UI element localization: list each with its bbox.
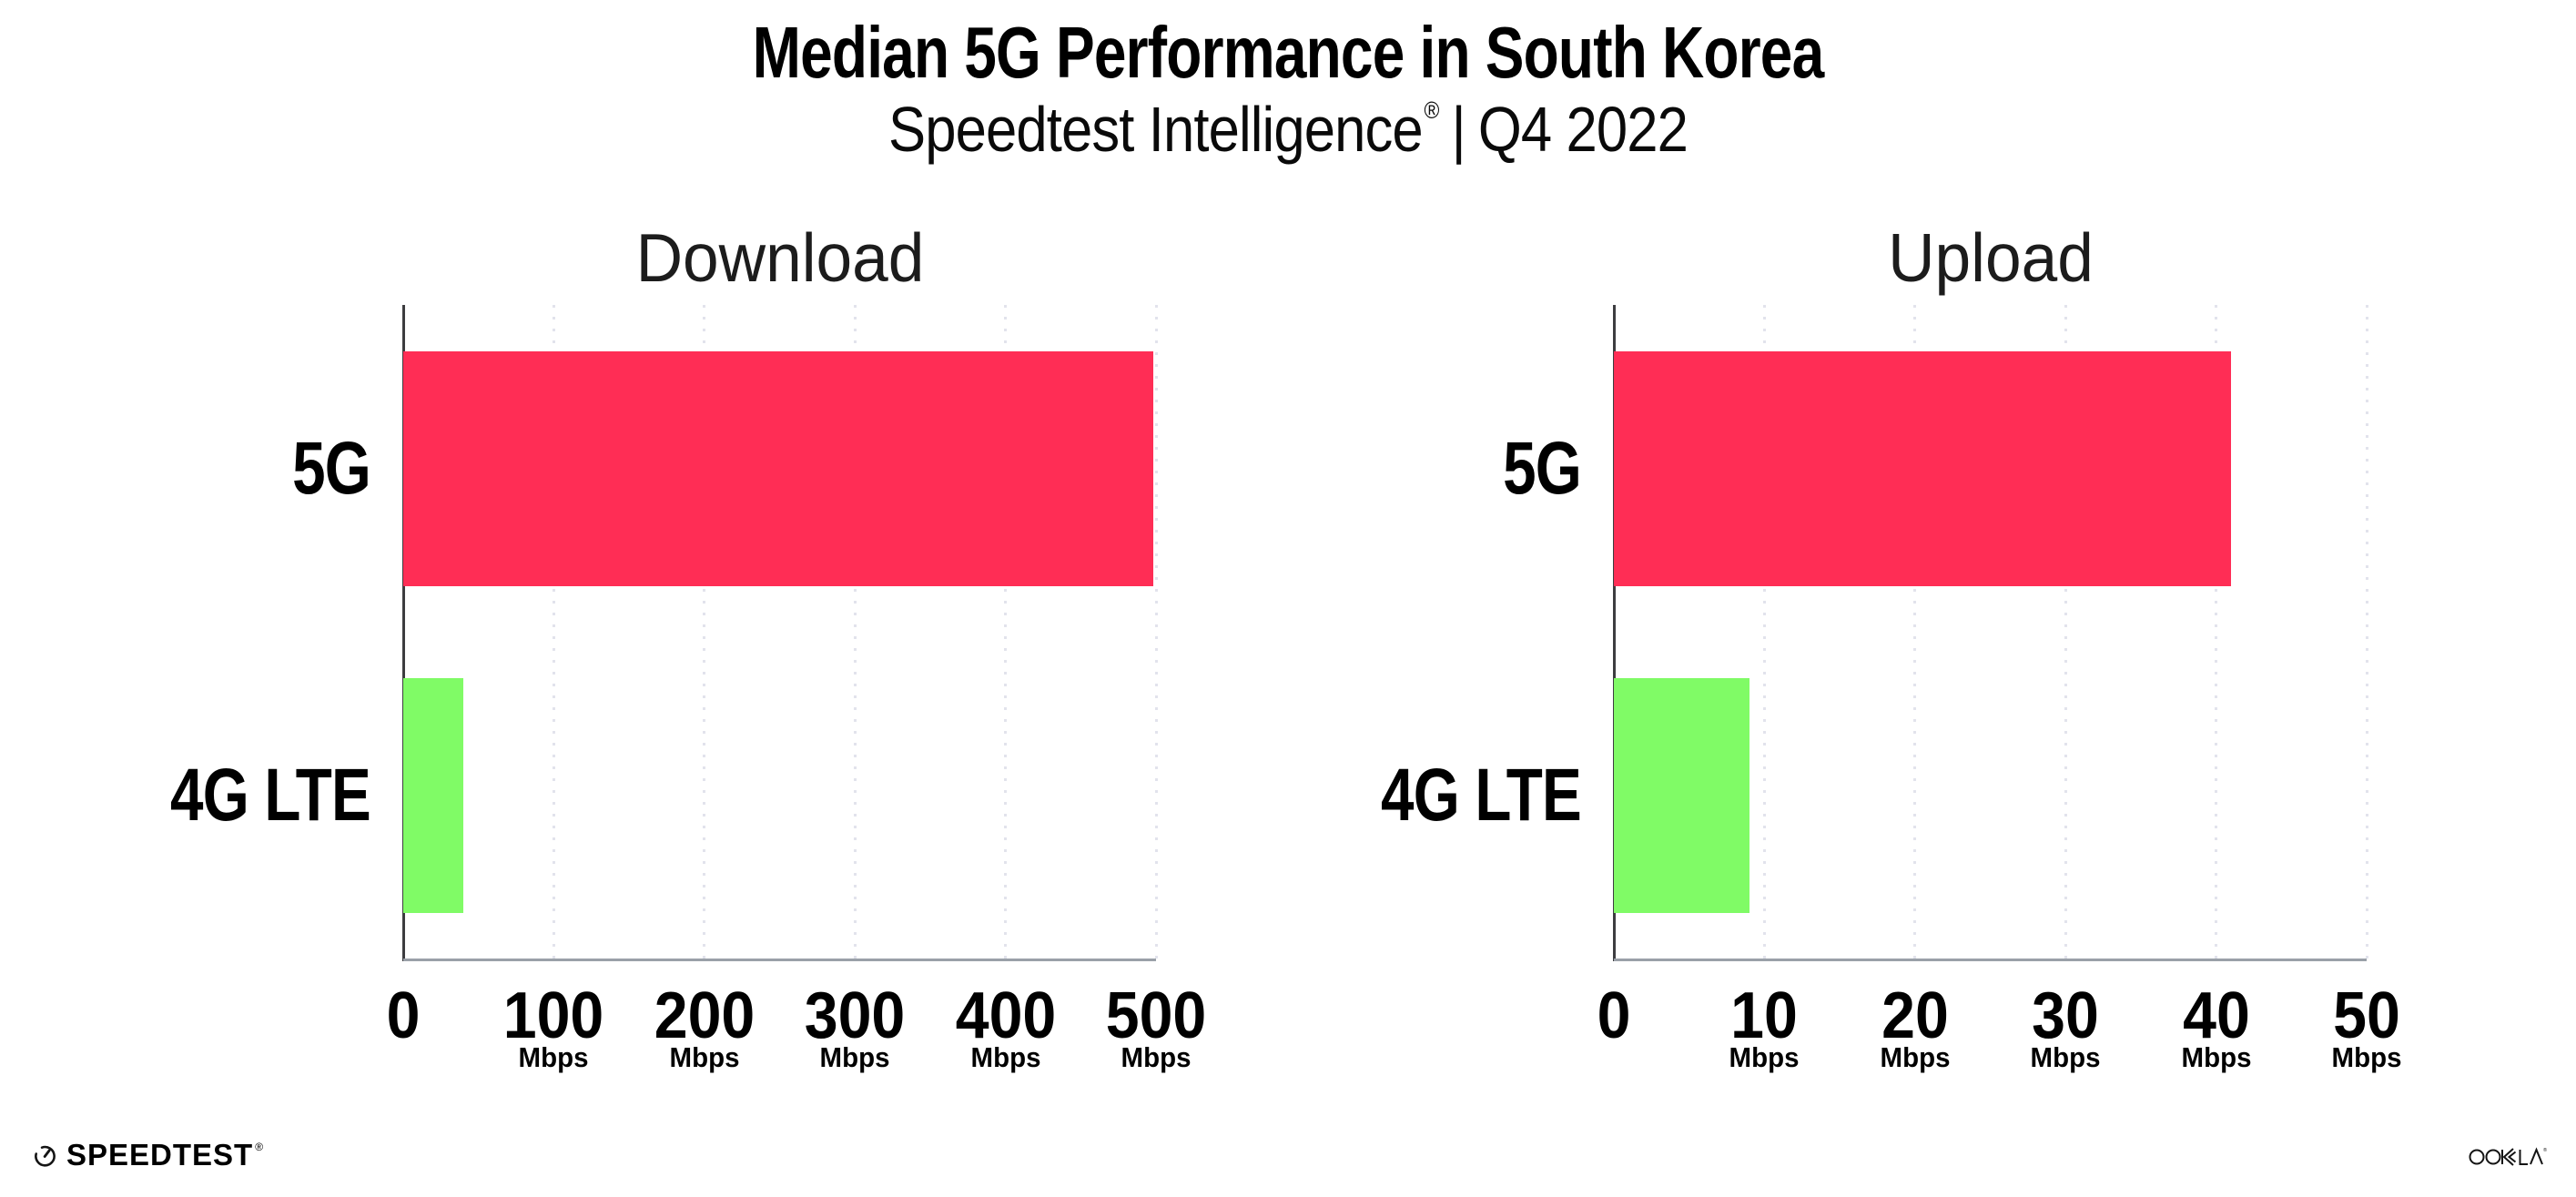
x-axis-download [403,959,1156,961]
x-axis-upload [1614,959,2367,961]
x-tick-label-download-100: 100 [503,979,604,1052]
x-tick-unit-upload-30: Mbps [2030,1041,2101,1073]
x-tick-label-download-500: 500 [1105,979,1207,1052]
x-tick-unit-upload-10: Mbps [1729,1041,1800,1073]
x-tick-unit-download-200: Mbps [669,1041,740,1073]
category-label-download-4g-lte: 4G LTE [170,753,371,837]
x-tick-label-upload-10: 10 [1730,979,1799,1052]
x-tick-label-download-300: 300 [804,979,906,1052]
x-tick-label-upload-50: 50 [2333,979,2400,1052]
ookla-wordmark-icon: ® [2469,1147,2547,1166]
x-tick-unit-download-300: Mbps [819,1041,890,1073]
x-tick-unit-upload-40: Mbps [2181,1041,2252,1073]
chart-title-upload: Upload [1887,219,2094,296]
page-title: Median 5G Performance in South Korea [752,12,1825,93]
x-tick-unit-download-500: Mbps [1121,1041,1192,1073]
speedtest-wordmark: SPEEDTEST [66,1138,254,1172]
svg-text:®: ® [2543,1147,2547,1153]
gridline-upload-10 [1762,305,1766,959]
bar-upload-5g [1614,350,2232,586]
gridline-download-400 [1004,305,1008,959]
x-tick-label-download-400: 400 [955,979,1056,1052]
category-label-download-5g: 5G [292,426,371,510]
subtitle-period: Q4 2022 [1477,94,1689,165]
speedtest-registered-mark: ® [255,1141,264,1153]
y-axis-download [401,305,405,961]
bar-upload-4g-lte [1614,677,1749,913]
x-tick-unit-download-100: Mbps [518,1041,589,1073]
ookla-logo: ® [2469,1145,2549,1167]
gridline-upload-20 [1913,305,1917,959]
x-tick-label-download-0: 0 [386,979,421,1052]
gridline-download-200 [703,305,706,959]
gridline-upload-30 [2064,305,2067,959]
x-tick-label-upload-30: 30 [2032,979,2100,1052]
x-tick-label-upload-0: 0 [1597,979,1631,1052]
speedtest-gauge-icon [35,1145,56,1167]
page-subtitle: Speedtest Intelligence® | Q4 2022 [887,93,1689,166]
x-tick-unit-upload-50: Mbps [2331,1041,2402,1073]
subtitle-divider: | [1451,94,1466,165]
chart-title-download: Download [635,219,924,296]
gridline-download-500 [1154,305,1158,959]
x-tick-unit-download-400: Mbps [970,1041,1041,1073]
x-tick-label-upload-40: 40 [2182,979,2250,1052]
speedtest-logo: SPEEDTEST ® [33,1138,263,1172]
gridline-upload-40 [2215,305,2218,959]
bar-download-4g-lte [403,677,464,913]
gridline-download-100 [552,305,555,959]
gridline-download-300 [853,305,857,959]
x-tick-label-download-200: 200 [654,979,756,1052]
y-axis-upload [1612,305,1616,961]
category-label-upload-5g: 5G [1503,426,1582,510]
x-tick-label-upload-20: 20 [1881,979,1949,1052]
x-tick-unit-upload-20: Mbps [1880,1041,1951,1073]
subtitle-brand: Speedtest Intelligence [887,94,1424,165]
category-label-upload-4g-lte: 4G LTE [1381,753,1582,837]
subtitle-registered-mark: ® [1424,96,1440,124]
gridline-upload-50 [2365,305,2368,959]
bar-download-5g [403,350,1153,586]
